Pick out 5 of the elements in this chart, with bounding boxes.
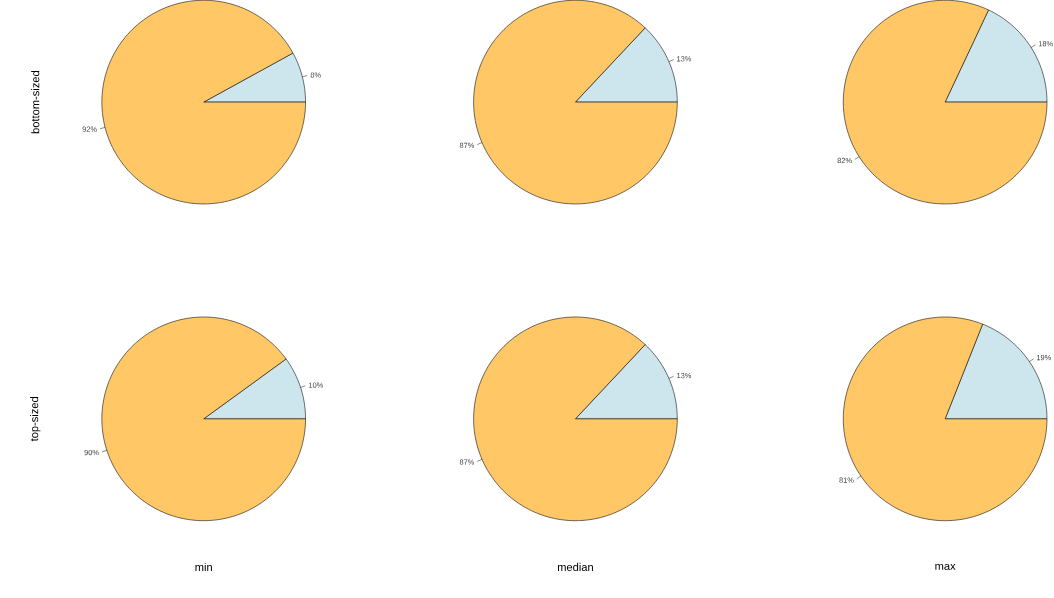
text: top-sized bbox=[30, 396, 41, 442]
text: bottom-sized bbox=[31, 70, 40, 134]
text: median bbox=[557, 562, 593, 571]
text: min bbox=[195, 562, 212, 571]
text: max bbox=[935, 563, 956, 570]
